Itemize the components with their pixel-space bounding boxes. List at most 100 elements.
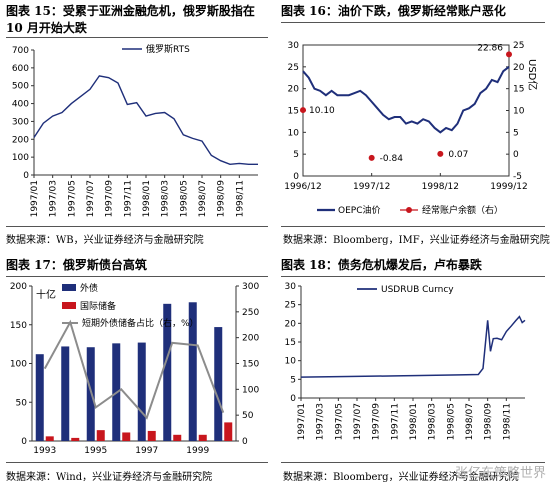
fig16-current-account-point <box>300 107 306 114</box>
fig18-source-rule <box>281 462 545 463</box>
fig18-x-tick-label: 1998/09 <box>484 403 494 441</box>
fig15-y-tick-label: 600 <box>12 64 29 74</box>
fig15-x-tick-label: 1998/07 <box>198 180 208 217</box>
fig17-reserves-bar <box>147 430 156 441</box>
fig17-reserves-bar <box>198 434 207 441</box>
fig17-title-rule <box>6 276 268 277</box>
fig18-legend-label: USDRUB Curncy <box>381 285 454 295</box>
fig17-external-debt-bar <box>163 303 172 441</box>
fig17-chart: 0 50 100 150 200 0 50 100 150 200 250 300 十亿 1993 1995… <box>10 282 260 456</box>
fig17-source-rule <box>6 462 268 463</box>
fig17-x-tick-label: 1995 <box>84 446 107 456</box>
fig15-title-rule <box>6 37 268 38</box>
fig15-x-tick-label: 1997/09 <box>105 180 115 218</box>
fig17-ratio-line <box>43 319 225 420</box>
fig16-right-tick-label: 5 <box>513 128 519 138</box>
fig16-right-tick-label: -5 <box>513 172 522 182</box>
fig15-y-tick-label: 100 <box>12 153 29 163</box>
fig17-legend-reserves-swatch <box>62 302 76 309</box>
fig16-x-tick-label: 1997/12 <box>353 182 390 192</box>
fig16-x-tick-label: 1996/12 <box>284 182 321 192</box>
fig17-right-tick-label: 300 <box>242 282 259 292</box>
fig16-current-account-point <box>437 150 444 157</box>
fig15-y-tick-label: 300 <box>12 117 29 127</box>
fig17-left-tick-label: 200 <box>10 282 27 292</box>
fig17-legend-debt-swatch <box>62 284 76 291</box>
fig18-x-tick-label: 1997/03 <box>316 403 326 440</box>
fig16-current-account-point <box>506 51 512 58</box>
fig16-left-tick-label: 5 <box>293 150 299 160</box>
fig16-current-account-point <box>368 154 375 161</box>
fig15-title: 图表 15：受累于亚洲金融危机，俄罗斯股指在 10 月开始大跌 <box>6 4 255 35</box>
fig18-y-tick-label: 0 <box>290 394 296 404</box>
fig18-x-tick-label: 1997/11 <box>390 403 400 440</box>
fig17-x-tick-label: 1993 <box>33 446 56 456</box>
fig17-external-debt-bar <box>137 342 146 441</box>
fig17-legend-reserves-label: 国际储备 <box>80 300 116 312</box>
fig16-current-account-label: 10.10 <box>309 106 335 116</box>
fig18-chart: 0 5 10 15 20 25 30 1997/01 1997/03 1997/05 1997/07… <box>285 282 526 441</box>
fig15-x-tick-label: 1998/05 <box>179 180 189 217</box>
fig16-right-axis-label: USD亿 <box>526 59 539 90</box>
fig18-y-tick-label: 5 <box>290 375 296 385</box>
fig16-source: 数据来源：Bloomberg，IMF，兴业证券经济与金融研究院 <box>283 235 550 246</box>
watermark: 张亿东策略世界 <box>454 466 546 481</box>
fig16-current-account-label: 0.07 <box>448 150 468 160</box>
fig16-title-rule <box>281 22 545 23</box>
fig17-external-debt-bar <box>61 346 70 441</box>
fig17-right-tick-label: 0 <box>242 437 248 447</box>
fig18-title: 图表 18：债务危机爆发后，卢布暴跌 <box>281 258 482 272</box>
fig18-x-tick-label: 1998/11 <box>502 403 512 440</box>
fig15-legend-label: 俄罗斯RTS <box>146 43 190 55</box>
fig17-right-tick-label: 250 <box>242 308 259 318</box>
fig16-right-tick-label: 25 <box>513 41 524 51</box>
fig15-y-tick-label: 400 <box>12 100 29 110</box>
fig17-reserves-bar <box>45 436 54 441</box>
fig17-reserves-bar <box>71 437 80 441</box>
fig17-right-tick-label: 200 <box>242 334 259 344</box>
fig16-right-tick-label: 10 <box>513 107 525 117</box>
fig17-reserves-bar <box>224 422 233 441</box>
fig18-y-tick-label: 10 <box>285 357 297 367</box>
fig15-y-tick-label: 500 <box>12 82 29 92</box>
fig18-x-tick-label: 1998/05 <box>446 403 456 440</box>
fig15-x-tick-label: 1997/03 <box>49 180 59 217</box>
fig16-oil-line <box>302 66 510 134</box>
fig15-y-tick-label: 0 <box>23 171 29 181</box>
fig16-left-tick-label: 30 <box>288 41 300 51</box>
fig17-x-tick-label: 1997 <box>135 446 158 456</box>
fig16-x-tick-label: 1998/12 <box>422 182 459 192</box>
fig16-right-tick-label: 15 <box>513 85 524 95</box>
fig17-reserves-bar <box>122 432 131 441</box>
fig18-x-tick-label: 1997/01 <box>297 403 307 440</box>
fig15-y-tick-label: 200 <box>12 135 29 145</box>
fig16-left-tick-label: 25 <box>288 63 299 73</box>
fig17-left-tick-label: 50 <box>16 398 28 408</box>
fig17-right-tick-label: 150 <box>242 360 259 370</box>
fig18-x-tick-label: 1997/09 <box>372 403 382 441</box>
fig15-x-tick-label: 1997/01 <box>30 180 40 217</box>
fig15-x-tick-label: 1997/11 <box>123 180 133 217</box>
fig16-right-tick-label: 0 <box>513 150 519 160</box>
fig15-x-tick-label: 1998/03 <box>161 180 171 217</box>
fig15-x-tick-label: 1998/09 <box>217 180 227 218</box>
fig17-left-tick-label: 100 <box>10 360 27 370</box>
fig17-legend-debt-label: 外债 <box>80 282 98 294</box>
fig16-current-account-label: -0.84 <box>380 154 404 164</box>
fig16-title: 图表 16：油价下跌，俄罗斯经常账户恶化 <box>281 4 506 18</box>
fig17-legend-ratio-label: 短期外债储备占比（右，%） <box>82 317 199 329</box>
fig18-x-tick-label: 1998/01 <box>409 403 419 440</box>
fig17-right-tick-label: 50 <box>242 411 254 421</box>
fig16-x-tick-label: 1999/12 <box>490 182 527 192</box>
fig17-external-debt-bar <box>35 354 44 441</box>
fig15-series-line <box>33 75 258 165</box>
fig17-right-tick-label: 100 <box>242 385 259 395</box>
fig18-y-tick-label: 30 <box>285 282 297 292</box>
fig15-x-tick-label: 1997/07 <box>86 180 96 217</box>
fig18-x-tick-label: 1997/07 <box>353 403 363 440</box>
fig16-legend-ca-label: 经常账户余额（右） <box>422 204 503 216</box>
fig18-series-line <box>300 315 526 378</box>
fig15-y-tick-label: 700 <box>12 46 29 56</box>
fig17-reserves-bar <box>173 434 182 441</box>
